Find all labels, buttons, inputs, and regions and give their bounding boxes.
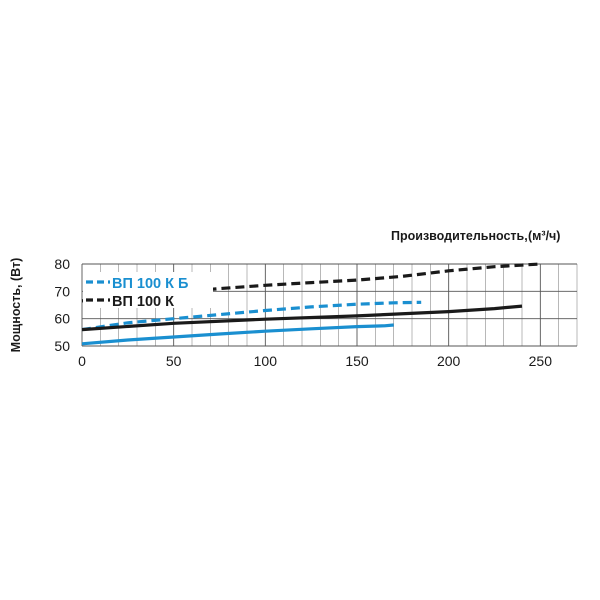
x-tick-label-250: 250 bbox=[529, 353, 553, 369]
x-tick-label-200: 200 bbox=[437, 353, 461, 369]
legend-label-vp100k: ВП 100 К bbox=[112, 294, 174, 310]
x-tick-label-0: 0 bbox=[78, 353, 86, 369]
legend-background bbox=[83, 272, 213, 308]
series-lines bbox=[81, 262, 541, 346]
x-tick-label-50: 50 bbox=[166, 353, 182, 369]
x-tick-label-100: 100 bbox=[254, 353, 278, 369]
x-axis-title: Производительность, bbox=[391, 229, 528, 243]
series-line-3 bbox=[81, 304, 523, 332]
legend-label-vp100kb: ВП 100 К Б bbox=[112, 276, 188, 292]
tick-labels: 0 50 100 150 200 250 50 60 70 80 bbox=[54, 256, 552, 369]
y-tick-label-80: 80 bbox=[54, 256, 70, 272]
y-tick-label-50: 50 bbox=[54, 338, 70, 354]
legend: ВП 100 К Б ВП 100 К bbox=[83, 272, 213, 310]
series-line-0 bbox=[81, 300, 422, 332]
x-axis-unit: (м³/ч) bbox=[528, 229, 560, 243]
y-tick-label-70: 70 bbox=[54, 283, 70, 299]
series-line-1 bbox=[81, 323, 394, 346]
y-axis-title: Мощность, (Вт) bbox=[9, 258, 23, 353]
y-tick-label-60: 60 bbox=[54, 311, 70, 327]
x-tick-label-150: 150 bbox=[345, 353, 369, 369]
